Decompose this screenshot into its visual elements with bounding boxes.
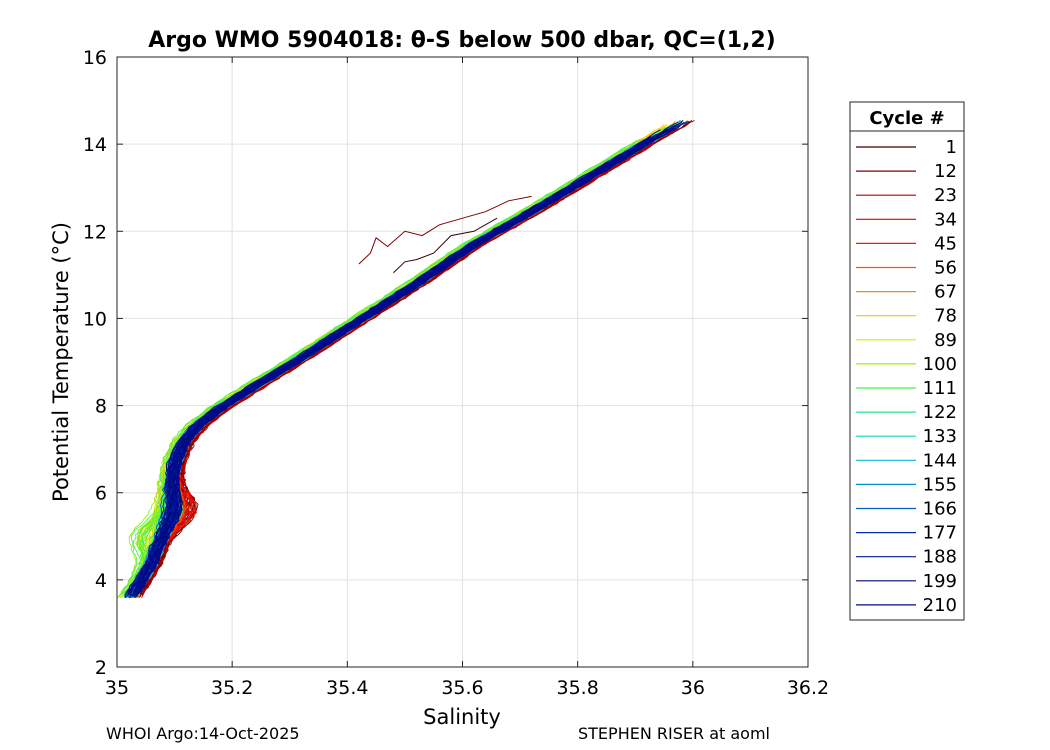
- legend-label: 122: [923, 402, 957, 423]
- chart-title: Argo WMO 5904018: θ-S below 500 dbar, QC…: [148, 28, 776, 53]
- legend-title: Cycle #: [869, 108, 944, 129]
- cycle-profile-line: [137, 144, 647, 593]
- x-tick-label: 35.4: [326, 677, 368, 699]
- cycle-profile-line: [120, 139, 641, 593]
- cycle-profile-line: [119, 138, 642, 596]
- x-tick-label: 35.8: [557, 677, 599, 699]
- footer-left: WHOI Argo:14-Oct-2025: [106, 724, 300, 743]
- x-tick-label: 35.2: [211, 677, 253, 699]
- y-axis-label: Potential Temperature (°C): [49, 222, 73, 502]
- legend-label: 210: [923, 595, 957, 616]
- legend-label: 45: [934, 233, 957, 254]
- legend-box: [849, 101, 965, 621]
- x-axis-ticks: 35 35.2 35.4 35.6 35.8 36 36.2: [105, 57, 829, 699]
- y-tick-label: 4: [95, 570, 107, 592]
- early-cycle-excursion-line: [358, 195, 532, 265]
- early-cycle-excursion-line: [393, 217, 498, 274]
- x-tick-label: 35.6: [441, 677, 483, 699]
- x-axis-label: Salinity: [423, 705, 501, 729]
- legend-label: 144: [923, 450, 957, 471]
- legend-label: 155: [923, 474, 957, 495]
- legend-label: 100: [923, 354, 957, 375]
- legend-label: 188: [923, 547, 957, 568]
- cycle-profile-line: [126, 129, 661, 593]
- legend-label: 1: [946, 137, 957, 158]
- legend-label: 199: [923, 571, 957, 592]
- x-tick-label: 35: [105, 677, 129, 699]
- y-tick-label: 2: [95, 657, 107, 679]
- legend-label: 111: [923, 378, 957, 399]
- y-tick-label: 16: [83, 47, 107, 69]
- footer-right: STEPHEN RISER at aoml: [578, 724, 770, 743]
- y-tick-label: 14: [83, 134, 107, 156]
- y-tick-label: 12: [83, 221, 107, 243]
- x-tick-label: 36.2: [787, 677, 829, 699]
- legend-label: 89: [934, 330, 957, 351]
- legend-label: 166: [923, 499, 957, 520]
- legend-label: 34: [934, 209, 957, 230]
- legend-label: 12: [934, 161, 957, 182]
- profile-curves: [117, 120, 695, 599]
- y-tick-label: 10: [83, 308, 107, 330]
- legend-label: 23: [934, 185, 957, 206]
- x-tick-label: 36: [681, 677, 705, 699]
- y-axis-ticks: 2 4 6 8 10 12 14 16: [83, 47, 808, 679]
- cycle-profile-line: [132, 154, 625, 594]
- legend-label: 67: [934, 282, 957, 303]
- legend-label: 133: [923, 426, 957, 447]
- y-tick-label: 6: [95, 483, 107, 505]
- y-tick-label: 8: [95, 396, 107, 418]
- legend-label: 78: [934, 306, 957, 327]
- legend-label: 56: [934, 258, 957, 279]
- cycle-profile-line: [117, 142, 636, 598]
- legend-label: 177: [923, 523, 957, 544]
- legend: Cycle # 1 12 23 34 45 56 67 78 89 100 111 122 133 144…: [849, 101, 965, 621]
